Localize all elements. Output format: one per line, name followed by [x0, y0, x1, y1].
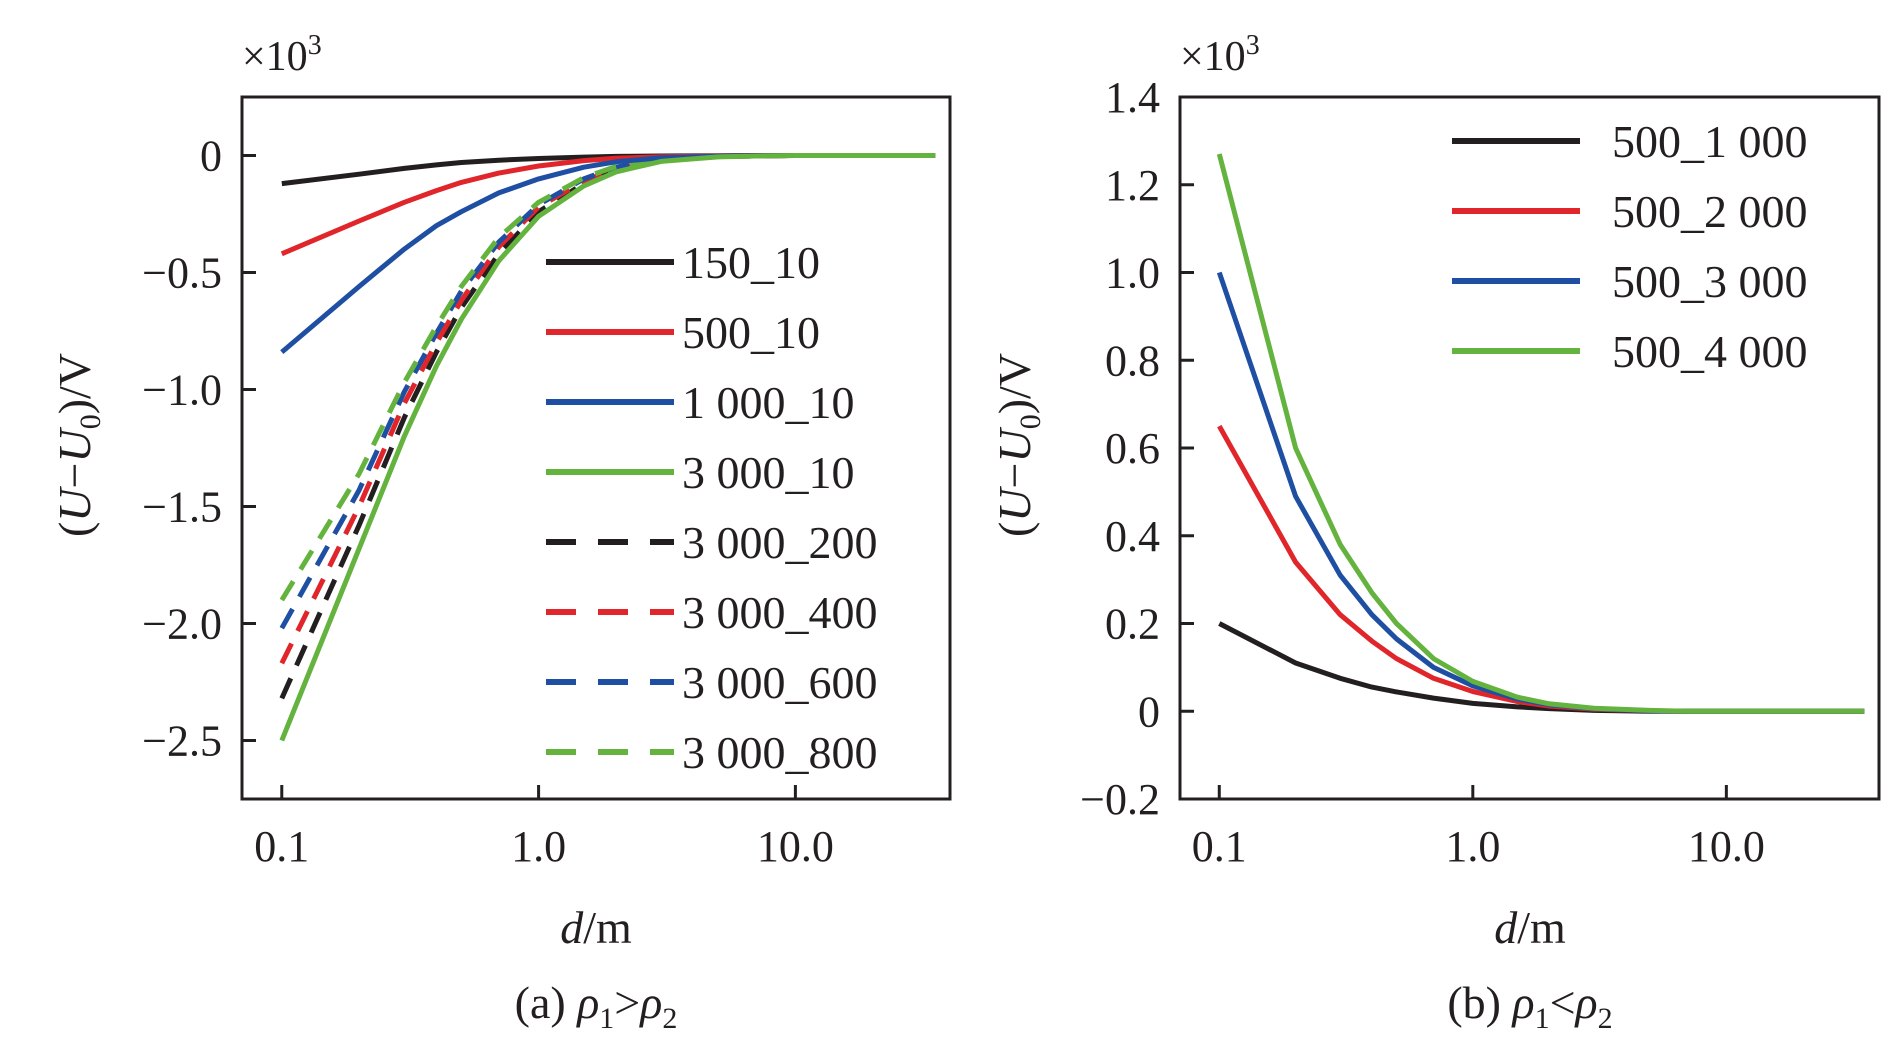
- legend-label: 3 000_10: [682, 447, 855, 498]
- legend-a: 150_10 500_10 1 000_10 3 000_10 3 000_200 3 0…: [546, 237, 878, 778]
- x-tick-label: 10.0: [1688, 822, 1765, 871]
- x-tick-label: 1.0: [1445, 822, 1500, 871]
- y-tick-label: −0.5: [142, 249, 222, 298]
- legend-label: 3 000_800: [682, 727, 878, 778]
- x-tick-label: 0.1: [1192, 822, 1247, 871]
- y-tick-label: 0.8: [1105, 336, 1160, 385]
- plot-frame-a: [240, 95, 952, 801]
- caption-a: (a) ρ1>ρ2: [515, 977, 678, 1035]
- y-tick-label: 0.2: [1105, 600, 1160, 649]
- panel-b: ×103 1.4 1.2 1.0 0.8 0.6 0.4 0.2 0 −0.2 0.1 1.0 10…: [989, 30, 1881, 1035]
- legend-b: 500_1 000 500_2 000 500_3 000 500_4 000: [1452, 116, 1808, 377]
- series-line-1000_10: [280, 153, 936, 355]
- multiplier-b: ×103: [1180, 30, 1260, 80]
- y-tick-label: −2.5: [142, 717, 222, 766]
- series-line-3000_600: [279, 153, 936, 630]
- legend-label: 500_1 000: [1612, 116, 1808, 167]
- y-tick-label: −0.2: [1080, 775, 1160, 824]
- x-axis-title-a: d/m: [560, 902, 632, 953]
- y-tick-label: 0.4: [1105, 512, 1160, 561]
- plot-frame-b: [1178, 95, 1881, 801]
- legend-label: 500_4 000: [1612, 326, 1808, 377]
- caption-b: (b) ρ1<ρ2: [1447, 977, 1612, 1035]
- legend-label: 3 000_400: [682, 587, 878, 638]
- y-tick-label: 1.2: [1105, 161, 1160, 210]
- y-tick-label: −1.0: [142, 366, 222, 415]
- x-tick-label: 10.0: [757, 822, 834, 871]
- y-tick-label: 0: [200, 132, 222, 181]
- y-tick-label: 1.0: [1105, 249, 1160, 298]
- series-line-3000_10: [279, 153, 936, 742]
- lines-a: [279, 153, 936, 742]
- series-line-500_4000: [1216, 153, 1865, 714]
- multiplier-a: ×103: [242, 30, 322, 80]
- x-ticks-a: 0.1 1.0 10.0: [254, 785, 834, 871]
- legend-label: 500_10: [682, 307, 820, 358]
- y-tick-label: −1.5: [142, 483, 222, 532]
- panel-a: ×103 0 −0.5 −1.0 −1.5 −2.0 −2.5 0.1 1.0 10.0 15…: [49, 30, 952, 1035]
- x-tick-label: 0.1: [254, 822, 309, 871]
- y-tick-label: 0: [1138, 687, 1160, 736]
- y-tick-label: 0.6: [1105, 424, 1160, 473]
- x-tick-label: 1.0: [511, 822, 566, 871]
- y-ticks-b: 1.4 1.2 1.0 0.8 0.6 0.4 0.2 0 −0.2: [1080, 73, 1194, 824]
- y-axis-title-a: (U−U0)/V: [49, 353, 107, 537]
- legend-label: 150_10: [682, 237, 820, 288]
- y-tick-label: −2.0: [142, 600, 222, 649]
- y-ticks-a: 0 −0.5 −1.0 −1.5 −2.0 −2.5: [142, 132, 256, 766]
- y-axis-title-b: (U−U0)/V: [989, 353, 1047, 537]
- legend-label: 500_3 000: [1612, 256, 1808, 307]
- legend-label: 500_2 000: [1612, 186, 1808, 237]
- x-axis-title-b: d/m: [1494, 902, 1566, 953]
- legend-label: 3 000_200: [682, 517, 878, 568]
- x-ticks-b: 0.1 1.0 10.0: [1192, 785, 1765, 871]
- lines-b: [1216, 153, 1865, 714]
- legend-label: 3 000_600: [682, 657, 878, 708]
- legend-label: 1 000_10: [682, 377, 855, 428]
- y-tick-label: 1.4: [1105, 73, 1160, 122]
- series-line-500_1000: [1218, 621, 1865, 714]
